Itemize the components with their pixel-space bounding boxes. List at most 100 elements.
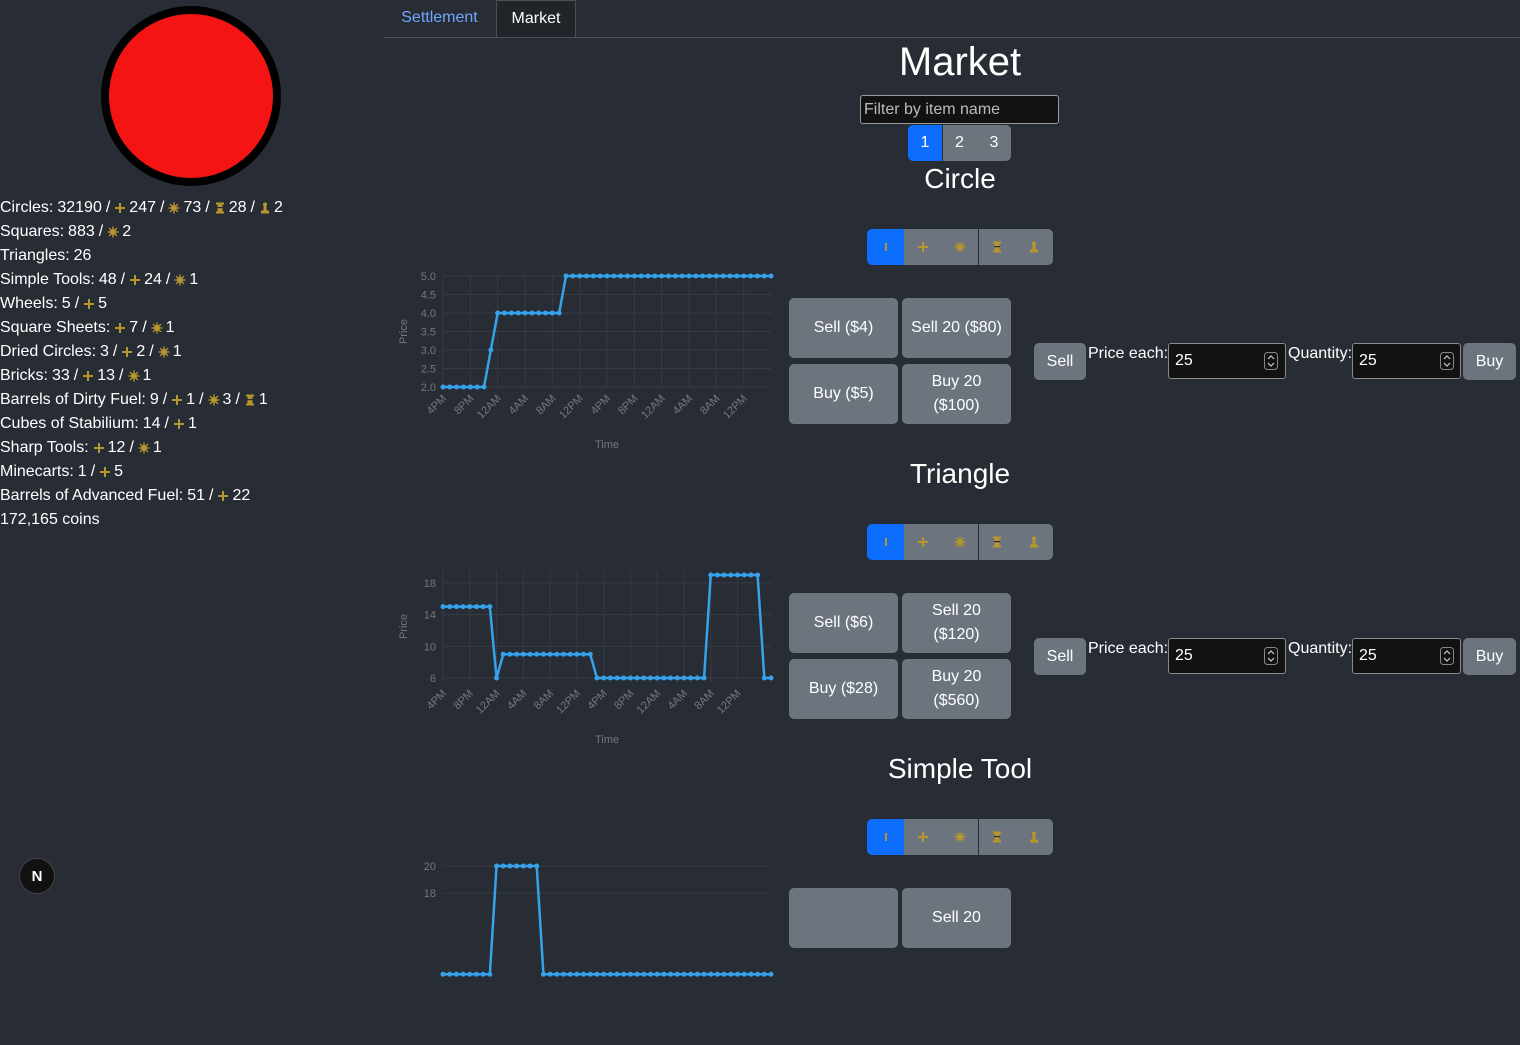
icon-part xyxy=(1030,544,1039,548)
inventory-row: Square Sheets: 7/ 1 xyxy=(0,316,179,340)
sell-order-button[interactable]: Sell xyxy=(1034,343,1086,380)
trade-button[interactable]: Sell ($4) xyxy=(789,298,898,358)
price-point xyxy=(668,675,674,681)
price-point xyxy=(480,971,486,977)
buy-order-button[interactable]: Buy xyxy=(1463,638,1516,675)
icon-part xyxy=(263,206,267,211)
trade-button[interactable]: Sell ($6) xyxy=(789,593,898,653)
tier-button[interactable] xyxy=(941,524,979,560)
tier-button[interactable] xyxy=(1015,524,1053,560)
price-point xyxy=(654,675,660,681)
item-label: Dried Circles: xyxy=(0,343,97,360)
icon-part xyxy=(100,471,111,473)
dev-badge[interactable]: N xyxy=(19,858,55,894)
icon-part xyxy=(262,202,267,207)
tab-bar: Settlement Market xyxy=(384,0,1520,38)
spinner xyxy=(1264,352,1278,370)
price-point xyxy=(481,384,487,390)
icon-part xyxy=(172,399,183,401)
tier-icon xyxy=(168,202,180,214)
tier-button[interactable] xyxy=(867,229,904,265)
price-point xyxy=(674,675,680,681)
tier-button[interactable] xyxy=(978,819,1016,855)
sell-order-button[interactable]: Sell xyxy=(1034,638,1086,675)
trade-button[interactable] xyxy=(789,888,898,948)
trade-button[interactable]: Buy ($28) xyxy=(789,659,898,719)
x-tick-label: 4PM xyxy=(425,393,449,417)
item-count: 28 xyxy=(228,199,247,216)
price-point xyxy=(488,347,494,353)
tier-button[interactable] xyxy=(904,819,942,855)
price-point xyxy=(755,572,761,578)
tier-button[interactable] xyxy=(1015,819,1053,855)
tier-button[interactable] xyxy=(867,524,904,560)
price-point xyxy=(714,971,720,977)
price-point xyxy=(563,273,569,279)
trade-button[interactable]: Buy ($5) xyxy=(789,364,898,424)
trade-button[interactable]: Sell 20 xyxy=(902,888,1011,948)
trade-button[interactable]: Sell 20 ($120) xyxy=(902,593,1011,653)
trade-button[interactable]: Sell 20 ($80) xyxy=(902,298,1011,358)
x-tick-label: 4PM xyxy=(589,393,613,417)
price-point xyxy=(734,273,740,279)
price-point xyxy=(587,651,593,657)
tier-button[interactable] xyxy=(1015,229,1053,265)
price-point xyxy=(641,675,647,681)
quantity-input[interactable]: 25 xyxy=(1352,343,1461,379)
tier-button[interactable] xyxy=(904,524,942,560)
item-label: Square Sheets: xyxy=(0,319,111,336)
item-label: Circles: xyxy=(0,199,54,216)
price-point xyxy=(574,971,580,977)
y-tick-label: 4.0 xyxy=(421,308,436,320)
filter-input[interactable]: Filter by item name xyxy=(860,95,1059,124)
tier-icon xyxy=(83,371,94,381)
price-point xyxy=(761,971,767,977)
tab-active[interactable]: Market xyxy=(496,0,576,37)
tier-button[interactable] xyxy=(941,819,979,855)
icon-part xyxy=(1032,536,1037,541)
price-point xyxy=(638,273,644,279)
price-input[interactable]: 25 xyxy=(1168,638,1286,674)
tier-button[interactable] xyxy=(978,524,1016,560)
x-tick-label: 8PM xyxy=(616,393,640,417)
price-point xyxy=(515,310,521,316)
trade-button[interactable]: Buy 20 ($100) xyxy=(902,364,1011,424)
price-input[interactable]: 25 xyxy=(1168,343,1286,379)
price-point xyxy=(661,971,667,977)
item-count: 2 xyxy=(273,199,283,216)
price-point xyxy=(522,310,528,316)
x-tick-label: 8AM xyxy=(532,688,556,712)
tier-button[interactable] xyxy=(867,819,904,855)
quantity-input[interactable]: 25 xyxy=(1352,638,1461,674)
page-button[interactable]: 2 xyxy=(942,125,977,161)
tier-icon xyxy=(954,831,966,843)
page-button[interactable]: 1 xyxy=(908,125,942,161)
item-count: 883 xyxy=(68,223,95,240)
buy-order-button[interactable]: Buy xyxy=(1463,343,1516,380)
price-point xyxy=(654,971,660,977)
price-point xyxy=(508,310,514,316)
separator: / xyxy=(164,415,169,432)
item-count: 1 xyxy=(152,439,162,456)
price-point xyxy=(627,675,633,681)
item-count: 1 xyxy=(187,415,197,432)
spinner-box xyxy=(1264,352,1278,370)
icon-part xyxy=(1032,835,1036,840)
inventory-row: Barrels of Advanced Fuel: 51/ 22 xyxy=(0,484,254,508)
price-point xyxy=(735,572,741,578)
icon-part xyxy=(83,375,94,377)
item-title: Circle xyxy=(924,163,996,194)
page-button[interactable]: 3 xyxy=(977,125,1011,161)
icon-part xyxy=(163,347,169,353)
tier-button[interactable] xyxy=(904,229,942,265)
trade-button[interactable]: Buy 20 ($560) xyxy=(902,659,1011,719)
price-point xyxy=(454,384,460,390)
price-point xyxy=(467,604,473,610)
tier-button[interactable] xyxy=(941,229,979,265)
price-point xyxy=(601,675,607,681)
separator: / xyxy=(120,271,126,288)
x-tick-label: 12AM xyxy=(475,393,504,422)
tab[interactable]: Settlement xyxy=(401,9,478,26)
tier-button[interactable] xyxy=(978,229,1016,265)
